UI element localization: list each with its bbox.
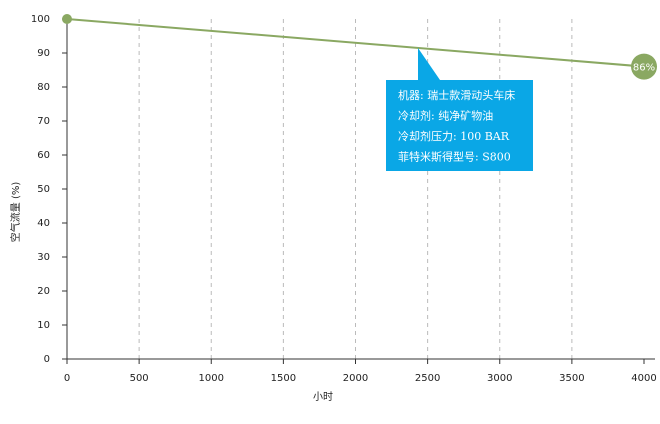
- y-tick-label: 80: [37, 82, 50, 93]
- x-tick-label: 3000: [487, 373, 512, 384]
- data-label: 86%: [633, 63, 655, 74]
- y-tick-label: 30: [37, 252, 50, 263]
- x-tick-label: 2500: [415, 373, 440, 384]
- data-point: [62, 14, 72, 24]
- y-tick-label: 100: [31, 14, 50, 25]
- x-tick-label: 500: [130, 373, 149, 384]
- y-tick-label: 0: [44, 354, 50, 365]
- annotation-line: 冷却剂: 纯净矿物油: [398, 109, 493, 123]
- data-point: [631, 53, 657, 80]
- y-tick-label: 40: [37, 218, 50, 229]
- annotation-box: [386, 48, 533, 171]
- x-tick-label: 3500: [559, 373, 584, 384]
- y-axis-label: 空气流量 (%): [9, 182, 22, 243]
- x-tick-label: 0: [64, 373, 70, 384]
- annotation-line: 机器: 瑞士款滑动头车床: [398, 88, 515, 102]
- y-tick-label: 60: [37, 150, 50, 161]
- y-tick-label: 90: [37, 48, 50, 59]
- y-tick-label: 50: [37, 184, 50, 195]
- annotation-line: 菲特米斯得型号: S800: [398, 150, 511, 164]
- y-tick-label: 70: [37, 116, 50, 127]
- y-tick-label: 10: [37, 320, 50, 331]
- x-tick-label: 2000: [343, 373, 368, 384]
- data-line: [66, 18, 645, 68]
- x-tick-label: 1000: [199, 373, 224, 384]
- x-tick-label: 1500: [271, 373, 296, 384]
- y-tick-label: 20: [37, 286, 50, 297]
- annotation-line: 冷却剂压力: 100 BAR: [398, 129, 510, 143]
- x-tick-label: 4000: [631, 373, 656, 384]
- x-axis-label: 小时: [313, 391, 333, 403]
